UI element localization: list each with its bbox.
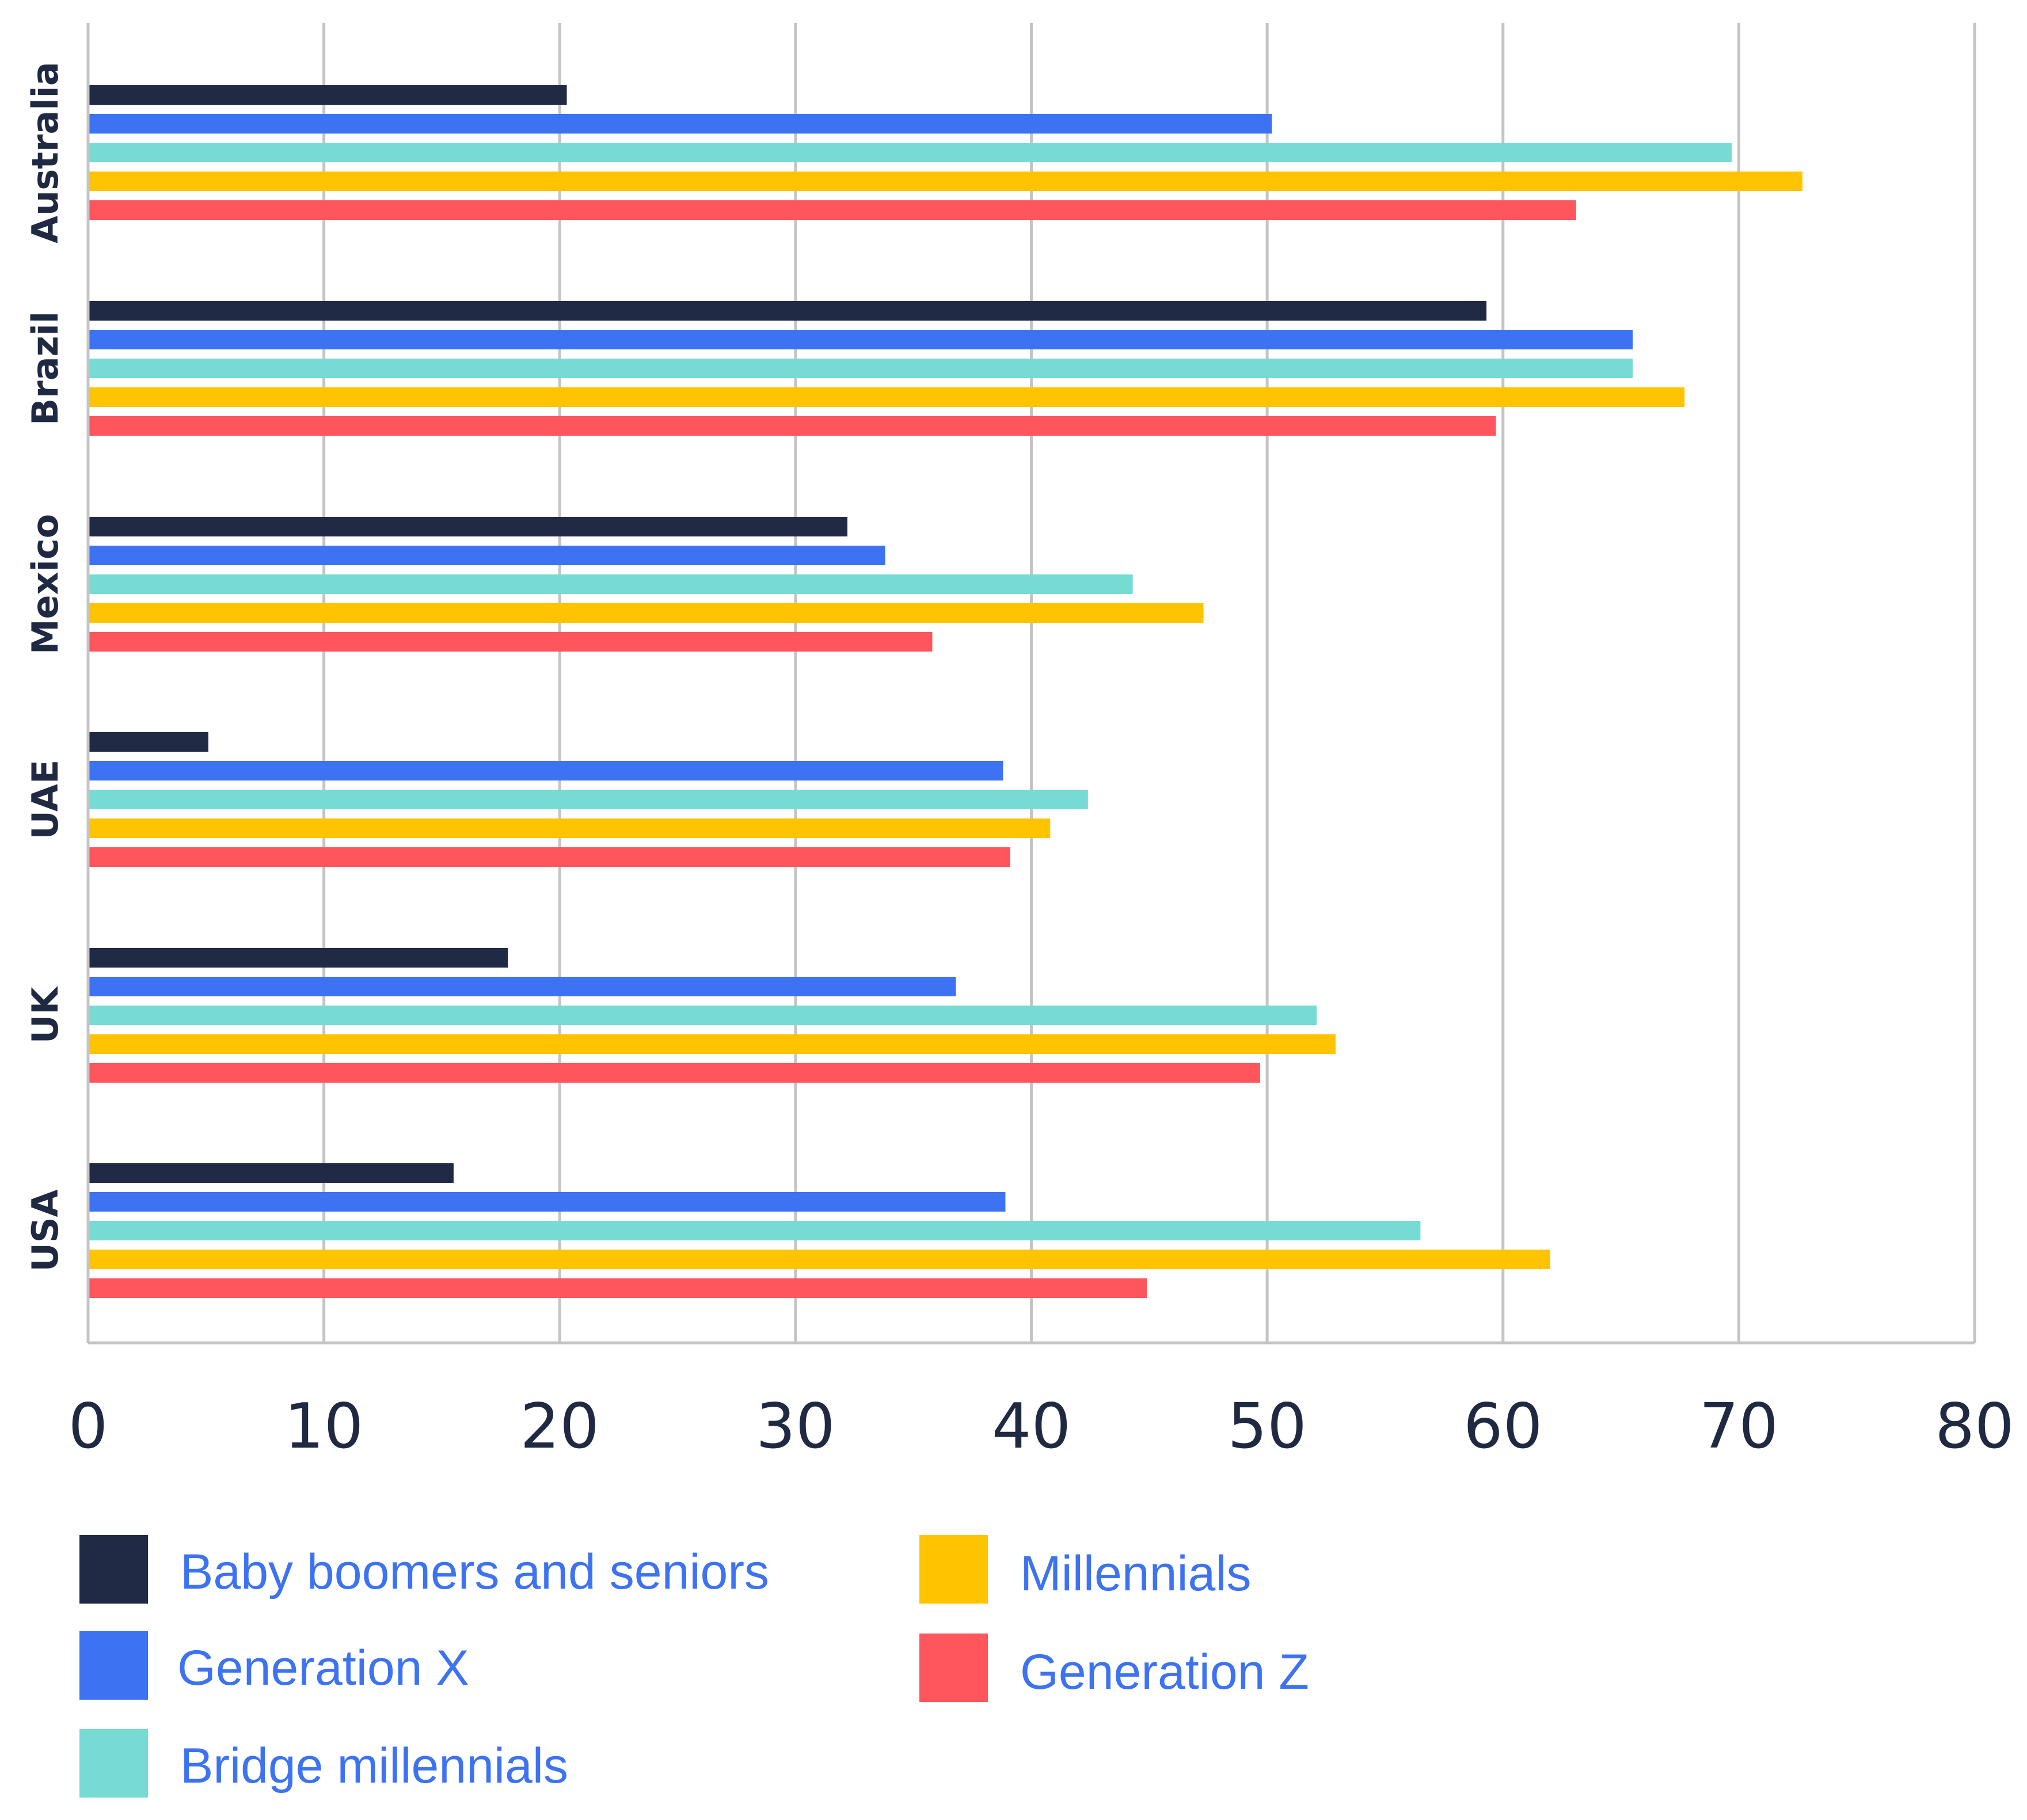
legend-label: Baby boomers and seniors [180,1544,769,1600]
x-tick-label: 70 [1699,1391,1778,1463]
axes [86,23,1975,1345]
bar [89,546,885,565]
legend-swatch [79,1631,148,1700]
bar [89,574,1133,594]
bar [89,1250,1550,1269]
category-labels: Australia Brazil Mexico UAE UK USA [24,62,66,1271]
bars [89,85,1802,1298]
legend-swatch [919,1535,988,1604]
bar [89,1034,1336,1054]
gridlines [322,23,1976,1343]
bar [89,761,1003,780]
x-tick-label: 30 [756,1391,835,1463]
bar [89,1192,1006,1212]
legend-item: Baby boomers and seniors [79,1535,769,1604]
category-label: Australia [24,62,66,243]
bar [89,85,567,105]
legend-label: Generation X [177,1640,469,1696]
bar [89,732,208,752]
legend-label: Bridge millennials [180,1738,568,1794]
bar [89,416,1496,436]
x-tick-label: 10 [284,1391,363,1463]
bar [89,1063,1260,1083]
bar [89,114,1272,134]
category-label: UK [24,986,66,1044]
x-tick-label: 50 [1227,1391,1306,1463]
bar [89,200,1576,220]
bar [89,632,933,652]
bar [89,818,1051,838]
x-tick-label: 0 [69,1391,108,1463]
legend-item: Generation X [79,1631,469,1700]
category-label: Brazil [24,311,66,425]
x-tick-label: 40 [992,1391,1071,1463]
legend-item: Generation Z [919,1634,1309,1702]
bar [89,172,1802,191]
bar [89,1278,1147,1298]
x-tick-label: 20 [520,1391,599,1463]
bar [89,143,1732,162]
legend-swatch [79,1729,148,1798]
bar [89,387,1685,407]
bar [89,330,1633,349]
bar [89,790,1088,809]
bar [89,301,1487,321]
legend-item: Millennials [919,1535,1252,1604]
x-axis-tick-labels: 0 10 20 30 40 50 60 70 80 [69,1391,2014,1463]
legend-swatch [919,1634,988,1702]
legend-label: Generation Z [1020,1644,1309,1700]
category-label: Mexico [24,514,66,654]
bar [89,977,956,996]
bar [89,1006,1317,1025]
x-tick-label: 80 [1935,1391,2014,1463]
bar [89,517,847,536]
bar [89,948,508,968]
bar [89,1221,1421,1240]
x-tick-label: 60 [1463,1391,1542,1463]
bar [89,1163,454,1183]
legend: Baby boomers and seniors Generation X Brid… [79,1535,1309,1798]
legend-swatch [79,1535,148,1604]
bar [89,847,1010,867]
legend-label: Millennials [1020,1546,1252,1601]
category-label: USA [24,1189,66,1271]
bar [89,359,1633,378]
category-label: UAE [24,760,66,840]
legend-item: Bridge millennials [79,1729,568,1798]
bar [89,603,1204,623]
